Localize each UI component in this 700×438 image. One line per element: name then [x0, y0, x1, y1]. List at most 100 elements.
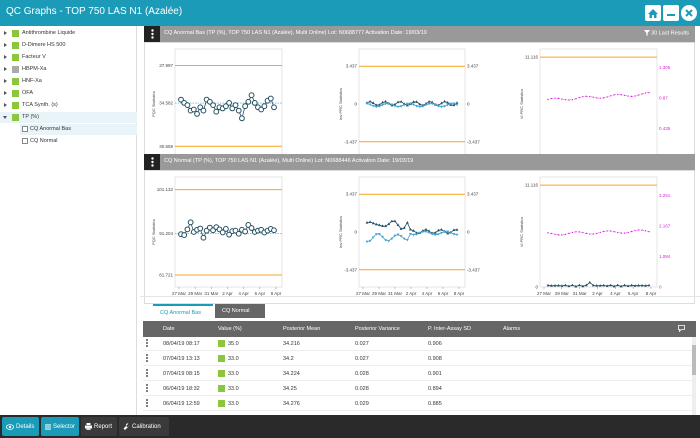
pqc-point [219, 229, 226, 236]
table-row[interactable]: 08/04/19 08:17 35.0 34.216 0.027 0.906 [143, 337, 696, 351]
column-header-posterior-mean[interactable]: Posterior Mean [283, 326, 321, 332]
table-row[interactable]: 06/04/19 18:32 33.0 34.25 0.028 0.894 [143, 382, 696, 396]
y-tick-label: 34.582 [159, 101, 173, 106]
pqc-point [232, 102, 239, 108]
pqc-point [242, 228, 249, 235]
row-menu-icon[interactable] [146, 398, 149, 408]
sidebar-child-cq-anormal-bas[interactable]: CQ Anormal Bas [20, 124, 137, 135]
sidebar-child-cq-normal[interactable]: CQ Normal [20, 136, 137, 147]
inv-upper-marker [446, 100, 450, 104]
expand-arrow-icon[interactable] [4, 43, 7, 47]
resize-splitter[interactable] [140, 296, 700, 297]
inv-upper-marker [436, 228, 440, 232]
pqc-point [200, 107, 207, 114]
selector-button[interactable]: Selector [41, 417, 79, 436]
inv-lower-marker [452, 233, 456, 236]
x-tick-label: 31 Mar [573, 291, 588, 296]
inv-lower-marker [427, 102, 431, 106]
tab-cq-normal[interactable]: CQ Normal [215, 304, 265, 318]
column-header-date[interactable]: Date [163, 326, 175, 332]
sidebar-item-facteur-v[interactable]: Facteur V [0, 52, 137, 63]
control-marker [22, 138, 28, 144]
panel-menu-button[interactable] [144, 26, 160, 42]
expand-arrow-icon[interactable] [4, 79, 7, 83]
inv-upper-marker [440, 101, 443, 105]
comment-icon[interactable] [678, 325, 685, 332]
bottom-toolbar: Details Selector Report Calibration [0, 415, 700, 438]
column-header-alarms[interactable]: Alarms [503, 326, 521, 332]
row-menu-icon[interactable] [146, 338, 149, 348]
sidebar-item-label: Antithrombine Liquide [22, 30, 76, 36]
inv-lower-marker [393, 234, 397, 238]
value-status-marker [218, 340, 225, 347]
row-menu-icon[interactable] [146, 353, 149, 363]
results-filter[interactable]: 30 Last Results [643, 30, 689, 36]
grid-scrollbar-thumb[interactable] [692, 345, 696, 375]
row-menu-icon[interactable] [146, 368, 149, 378]
y-tick-label: 3.437 [346, 64, 358, 69]
column-header-value[interactable]: Value (%) [218, 326, 242, 332]
table-row[interactable]: 07/04/19 13:13 33.0 34.2 0.027 0.908 [143, 352, 696, 366]
vi-pink-marker [630, 95, 633, 97]
pqc-point [258, 106, 265, 113]
inv-lower-marker [446, 103, 450, 107]
sidebar-item-hbpm-xa[interactable]: HBPM-Xa [0, 64, 137, 75]
cell-posterior-variance: 0.028 [355, 386, 369, 392]
reagent-sidebar: Antithrombine Liquide D-Dimere HS 500 Fa… [0, 26, 137, 415]
details-button[interactable]: Details [2, 417, 39, 436]
cell-value: 33.0 [228, 386, 239, 392]
vi-pink-marker [641, 93, 643, 95]
sidebar-item-ofa[interactable]: OFA [0, 88, 137, 99]
inv-upper-marker [381, 100, 384, 104]
column-header-inter-assay-sd[interactable]: P. Inter-Assay SD [428, 326, 471, 332]
y-tick-label: 30.658 [159, 144, 173, 149]
inv-lower-marker [384, 102, 388, 106]
expand-arrow-icon[interactable] [4, 31, 7, 35]
sidebar-item-antithrombine[interactable]: Antithrombine Liquide [0, 28, 137, 39]
minimize-button[interactable] [663, 5, 679, 21]
sidebar-item-d-dimere[interactable]: D-Dimere HS 500 [0, 40, 137, 51]
window-title: QC Graphs - TOP 750 LAS N1 (Azalée) [6, 6, 183, 17]
expand-arrow-icon[interactable] [4, 55, 7, 59]
value-status-marker [218, 370, 225, 377]
selector-label: Selector [52, 423, 75, 430]
eye-icon [6, 423, 14, 430]
table-row[interactable]: 06/04/19 12:59 33.0 34.276 0.029 0.885 [143, 397, 696, 411]
report-button[interactable]: Report [81, 417, 117, 436]
home-button[interactable] [645, 5, 661, 21]
vi-pink-marker [585, 95, 587, 97]
vi-pink-marker [575, 231, 577, 233]
pqc-point [248, 92, 255, 99]
home-icon [648, 8, 658, 18]
close-button[interactable] [681, 5, 697, 21]
collapse-arrow-icon[interactable] [3, 116, 7, 119]
sidebar-item-hnf-xa[interactable]: HNF-Xa [0, 76, 137, 87]
table-row[interactable]: 07/04/19 08:15 33.0 34.224 0.028 0.901 [143, 367, 696, 381]
y-tick-label: 0 [535, 285, 538, 290]
cell-posterior-mean: 34.276 [283, 401, 300, 407]
inv-lower-marker [412, 103, 415, 107]
grid-scrollbar[interactable] [692, 337, 696, 415]
inv-upper-marker [412, 100, 415, 103]
inv-upper-marker [427, 229, 431, 233]
inv-upper-marker [409, 227, 412, 231]
expand-arrow-icon[interactable] [4, 67, 7, 71]
inv-upper-marker [384, 224, 388, 228]
sidebar-item-tp[interactable]: TP (%) [0, 112, 137, 123]
y-tick-label: 3.437 [346, 192, 358, 197]
expand-arrow-icon[interactable] [4, 103, 7, 107]
calibration-button[interactable]: Calibration [119, 417, 169, 436]
charts-area: CQ Anormal Bas (TP (%), TOP 750 LAS N1 (… [138, 26, 700, 415]
tab-cq-anormal-bas[interactable]: CQ Anormal Bas [153, 304, 213, 318]
column-header-posterior-variance[interactable]: Posterior Variance [355, 326, 400, 332]
sidebar-item-tca-synth[interactable]: TCA Synth. (s) [0, 100, 137, 111]
inv-lower-marker [421, 230, 425, 234]
row-menu-icon[interactable] [146, 383, 149, 393]
inv-upper-marker [384, 99, 388, 103]
panel-menu-button[interactable] [144, 154, 160, 170]
panel-title: CQ Normal (TP (%), TOP 750 LAS N1 (Azalé… [164, 158, 414, 164]
inv-upper-marker [371, 221, 375, 225]
expand-arrow-icon[interactable] [4, 91, 7, 95]
pqc-point [235, 230, 242, 237]
